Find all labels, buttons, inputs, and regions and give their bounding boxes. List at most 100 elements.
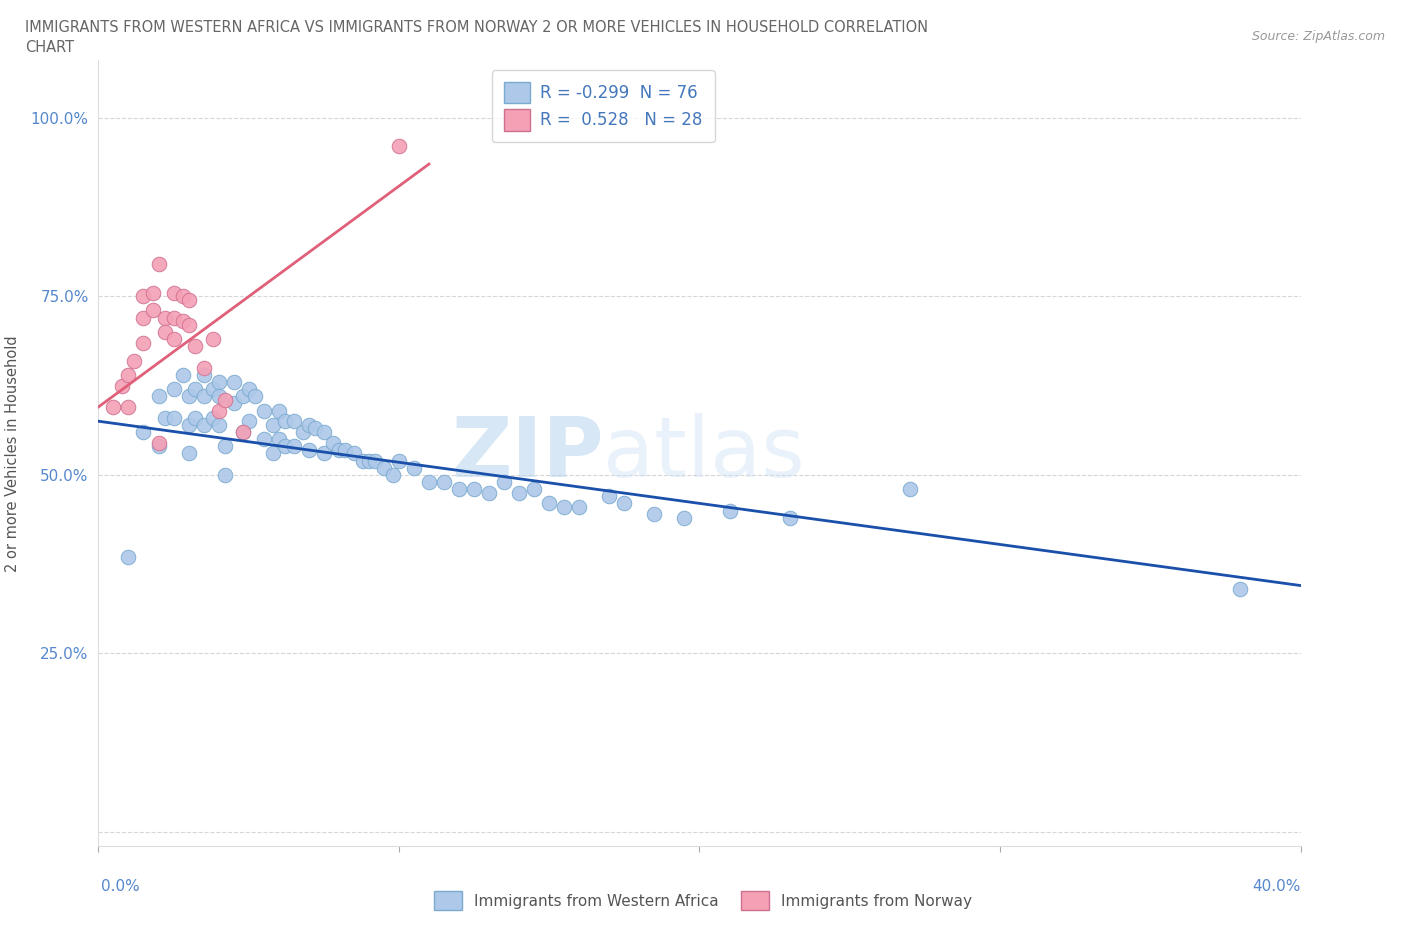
Point (243, 389, 266, 404)
Point (201, 332, 224, 347)
Point (222, 375, 245, 390)
Point (141, 286, 163, 300)
Point (172, 313, 194, 328)
Point (478, 485, 501, 500)
Point (388, 453, 411, 468)
Text: 40.0%: 40.0% (1253, 879, 1301, 894)
Point (193, 418, 215, 432)
Point (141, 303, 163, 318)
Point (117, 400, 139, 415)
Point (214, 468, 236, 483)
Point (232, 424, 254, 439)
Point (132, 335, 155, 350)
Text: 0.0%: 0.0% (101, 879, 141, 894)
Point (298, 443, 321, 458)
Point (718, 503, 741, 518)
Point (201, 381, 224, 396)
Point (253, 403, 276, 418)
Legend: Immigrants from Western Africa, Immigrants from Norway: Immigrants from Western Africa, Immigran… (426, 884, 980, 918)
Point (232, 424, 254, 439)
Point (177, 389, 200, 404)
Point (162, 381, 184, 396)
Point (153, 410, 176, 425)
Point (172, 367, 194, 382)
Point (364, 453, 387, 468)
Point (183, 381, 205, 396)
Point (304, 421, 326, 436)
Point (538, 496, 561, 511)
Text: atlas: atlas (603, 413, 806, 494)
Point (177, 418, 200, 432)
Point (328, 443, 350, 458)
Point (193, 360, 215, 375)
Point (283, 439, 305, 454)
Point (232, 389, 254, 404)
Point (162, 332, 184, 347)
Point (381, 468, 404, 483)
Point (222, 396, 245, 411)
Point (208, 403, 231, 418)
Point (523, 482, 546, 497)
Point (357, 453, 380, 468)
Point (343, 446, 366, 461)
Point (103, 400, 125, 415)
Point (253, 432, 276, 446)
Point (494, 474, 516, 489)
Point (201, 410, 224, 425)
Point (117, 367, 139, 382)
Point (208, 375, 231, 390)
Point (238, 414, 260, 429)
Point (162, 410, 184, 425)
Point (193, 367, 215, 382)
Point (214, 392, 236, 407)
Point (124, 353, 146, 368)
Text: ZIP: ZIP (451, 413, 603, 494)
Point (153, 325, 176, 339)
Point (283, 414, 305, 429)
Point (162, 311, 184, 325)
Point (111, 379, 134, 393)
Point (262, 418, 284, 432)
Point (214, 439, 236, 454)
Point (568, 499, 591, 514)
Point (312, 424, 335, 439)
Point (598, 489, 620, 504)
Text: Source: ZipAtlas.com: Source: ZipAtlas.com (1251, 30, 1385, 43)
Point (208, 418, 231, 432)
Point (132, 289, 155, 304)
Point (148, 257, 170, 272)
Point (148, 389, 170, 404)
Point (183, 339, 205, 353)
Point (333, 443, 356, 458)
Point (208, 389, 231, 404)
Point (238, 381, 260, 396)
Point (162, 286, 184, 300)
Point (388, 139, 411, 153)
Point (433, 474, 456, 489)
Point (312, 446, 335, 461)
Point (373, 460, 395, 475)
Point (673, 511, 696, 525)
Point (132, 424, 155, 439)
Point (267, 432, 290, 446)
Point (463, 482, 485, 497)
Point (193, 389, 215, 404)
Point (177, 292, 200, 307)
Point (148, 439, 170, 454)
Point (177, 446, 200, 461)
Text: IMMIGRANTS FROM WESTERN AFRICA VS IMMIGRANTS FROM NORWAY 2 OR MORE VEHICLES IN H: IMMIGRANTS FROM WESTERN AFRICA VS IMMIGR… (25, 20, 928, 35)
Point (298, 418, 321, 432)
Point (291, 424, 314, 439)
Point (643, 507, 665, 522)
Point (262, 446, 284, 461)
Point (553, 499, 575, 514)
Point (322, 435, 344, 450)
Y-axis label: 2 or more Vehicles in Household: 2 or more Vehicles in Household (4, 335, 20, 572)
Point (153, 311, 176, 325)
Text: CHART: CHART (25, 40, 75, 55)
Point (898, 482, 921, 497)
Point (183, 410, 205, 425)
Point (148, 435, 170, 450)
Point (779, 511, 801, 525)
Point (1229, 581, 1251, 596)
